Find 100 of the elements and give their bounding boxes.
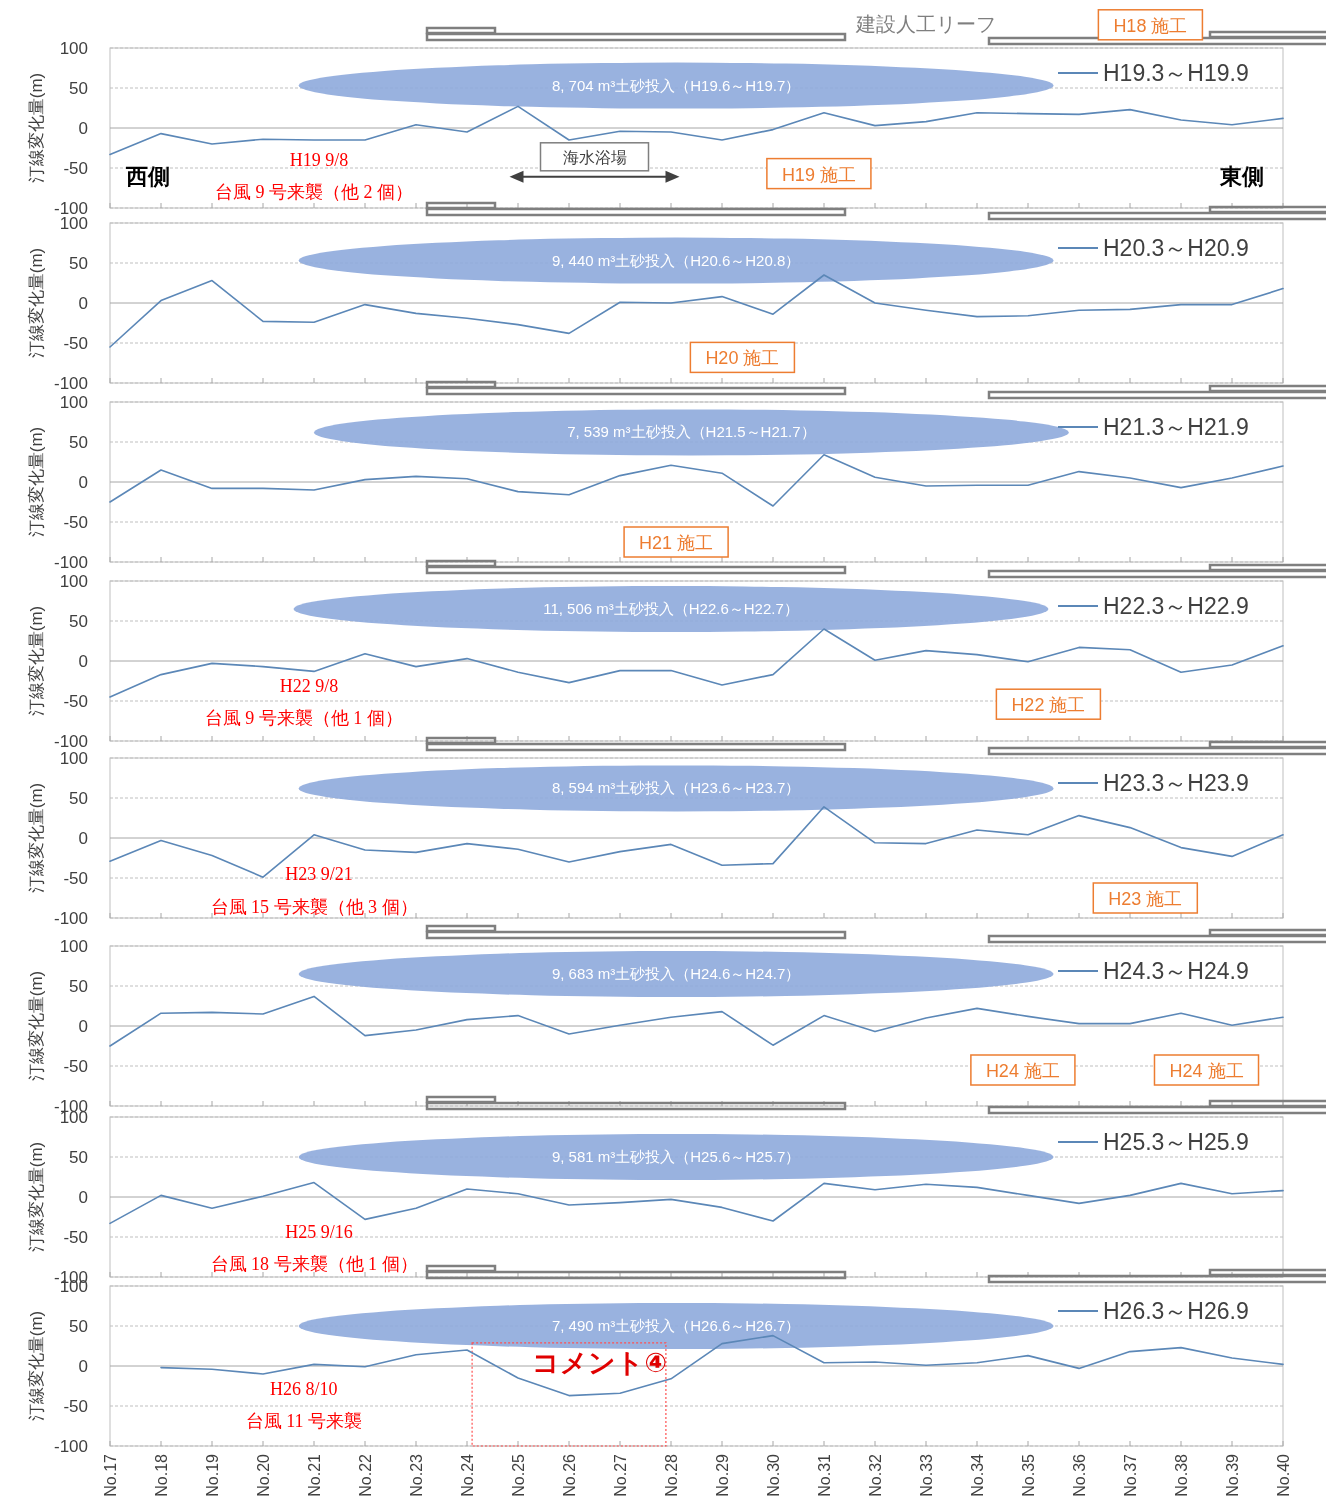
text: 建設人工リーフ (855, 13, 996, 35)
x-tick-label: No.39 (1224, 1453, 1241, 1497)
y-tick-label: 0 (78, 652, 88, 671)
annotation: H23 9/21 (285, 864, 353, 884)
annotation: 7, 490 m³土砂投入（H26.6～H26.7） (551, 1317, 801, 1334)
x-tick-label: No.33 (918, 1453, 935, 1497)
y-axis-title: 汀線変化量(m) (27, 247, 46, 359)
y-axis-title: 汀線変化量(m) (27, 72, 46, 184)
x-tick-label: No.19 (204, 1453, 221, 1497)
x-tick-label: No.30 (765, 1453, 782, 1497)
x-tick-label: No.31 (816, 1453, 833, 1497)
annotation: H24 施工 (1169, 1061, 1244, 1081)
annotation: H25 9/16 (285, 1222, 353, 1243)
x-tick-label: No.40 (1275, 1453, 1292, 1497)
annotation: H20 施工 (705, 348, 780, 369)
x-tick-label: No.35 (1020, 1453, 1037, 1497)
annotation: 8, 594 m³土砂投入（H23.6～H23.7） (551, 779, 801, 797)
text: H18 施工 (1113, 15, 1188, 36)
x-tick-label: No.17 (102, 1453, 119, 1497)
y-tick-label: 50 (69, 1148, 88, 1167)
annotation: H19 施工 (781, 164, 856, 185)
legend-label: H26.3～H26.9 (1103, 1298, 1249, 1324)
annotation: 台風 9 号来襲（他 2 個） (215, 182, 413, 202)
y-tick-label: 0 (78, 1188, 88, 1207)
x-tick-label: No.25 (510, 1453, 527, 1497)
x-tick-label: No.29 (714, 1453, 731, 1497)
x-tick-label: No.34 (969, 1453, 986, 1497)
legend-label: H24.3～H24.9 (1103, 958, 1249, 984)
legend-label: H20.3～H20.9 (1103, 235, 1249, 261)
y-tick-label: -50 (63, 334, 88, 353)
annotation: 7, 539 m³土砂投入（H21.5～H21.7） (567, 423, 816, 441)
y-tick-label: 50 (69, 433, 88, 452)
annotation: H19 9/8 (289, 150, 349, 170)
annotation: H22 施工 (1011, 695, 1086, 716)
legend-label: H22.3～H22.9 (1103, 593, 1249, 619)
y-axis-title: 汀線変化量(m) (27, 1310, 46, 1422)
y-tick-label: 0 (78, 473, 88, 492)
legend-label: H23.3～H23.9 (1103, 770, 1249, 796)
y-tick-label: -100 (53, 1437, 88, 1456)
y-tick-label: -50 (63, 869, 88, 888)
y-axis-title: 汀線変化量(m) (27, 782, 46, 894)
y-tick-label: 50 (69, 1317, 88, 1336)
y-tick-label: 50 (69, 79, 88, 98)
annotation: 東側 (1219, 164, 1265, 189)
annotation: 11, 506 m³土砂投入（H22.6～H22.7） (543, 600, 799, 617)
annotation: 台風 15 号来襲（他 3 個） (210, 896, 418, 917)
y-tick-label: -100 (53, 374, 88, 393)
x-tick-label: No.38 (1173, 1453, 1190, 1497)
y-axis-title: 汀線変化量(m) (27, 1141, 46, 1253)
y-axis-title: 汀線変化量(m) (27, 426, 46, 538)
annotation: 西側 (125, 164, 171, 189)
annotation: 8, 704 m³土砂投入（H19.6～H19.7） (551, 76, 801, 94)
annotation: 台風 18 号来襲（他 1 個） (210, 1254, 418, 1275)
y-tick-label: 0 (78, 1357, 88, 1376)
annotation: 台風 9 号来襲（他 1 個） (204, 707, 403, 728)
annotation: 9, 440 m³土砂投入（H20.6～H20.8） (551, 251, 801, 269)
annotation: H23 施工 (1108, 889, 1183, 909)
y-tick-label: 50 (69, 977, 88, 996)
y-tick-label: 0 (78, 294, 88, 313)
y-tick-label: -50 (63, 1057, 88, 1076)
annotation: コメント④ (532, 1348, 668, 1379)
y-tick-label: -100 (53, 553, 88, 572)
x-tick-label: No.20 (255, 1453, 272, 1497)
y-tick-label: 100 (59, 749, 88, 768)
x-tick-label: No.36 (1071, 1453, 1088, 1497)
annotation: 海水浴場 (562, 148, 627, 166)
x-tick-label: No.32 (867, 1453, 884, 1497)
x-tick-label: No.37 (1122, 1453, 1139, 1497)
y-tick-label: -50 (63, 513, 88, 532)
y-tick-label: 50 (69, 789, 88, 808)
legend-label: H21.3～H21.9 (1103, 414, 1249, 440)
x-tick-label: No.24 (459, 1453, 476, 1497)
y-tick-label: -50 (63, 692, 88, 711)
legend-label: H19.3～H19.9 (1103, 60, 1249, 86)
y-tick-label: 100 (59, 572, 88, 591)
y-tick-label: -50 (63, 1228, 88, 1247)
annotation: H26 8/10 (270, 1379, 338, 1400)
x-tick-label: No.22 (357, 1453, 374, 1497)
annotation: H21 施工 (639, 533, 714, 553)
y-tick-label: -100 (53, 732, 88, 751)
y-tick-label: 0 (78, 119, 88, 138)
y-tick-label: 50 (69, 612, 88, 631)
x-tick-label: No.21 (306, 1453, 323, 1497)
y-tick-label: 0 (78, 829, 88, 848)
annotation: 9, 581 m³土砂投入（H25.6～H25.7） (551, 1148, 801, 1165)
legend-label: H25.3～H25.9 (1103, 1129, 1249, 1155)
y-tick-label: 50 (69, 254, 88, 273)
y-tick-label: -50 (63, 1397, 88, 1416)
annotation: 9, 683 m³土砂投入（H24.6～H24.7） (551, 965, 801, 982)
y-tick-label: 100 (59, 39, 88, 58)
x-tick-label: No.27 (612, 1453, 629, 1497)
x-tick-label: No.26 (561, 1453, 578, 1497)
x-tick-label: No.23 (408, 1453, 425, 1497)
y-tick-label: -50 (63, 159, 88, 178)
x-tick-label: No.18 (153, 1453, 170, 1497)
y-axis-title: 汀線変化量(m) (27, 605, 46, 717)
annotation: H22 9/8 (279, 675, 339, 696)
annotation: H24 施工 (985, 1061, 1060, 1081)
y-tick-label: -100 (53, 909, 88, 928)
x-tick-label: No.28 (663, 1453, 680, 1497)
